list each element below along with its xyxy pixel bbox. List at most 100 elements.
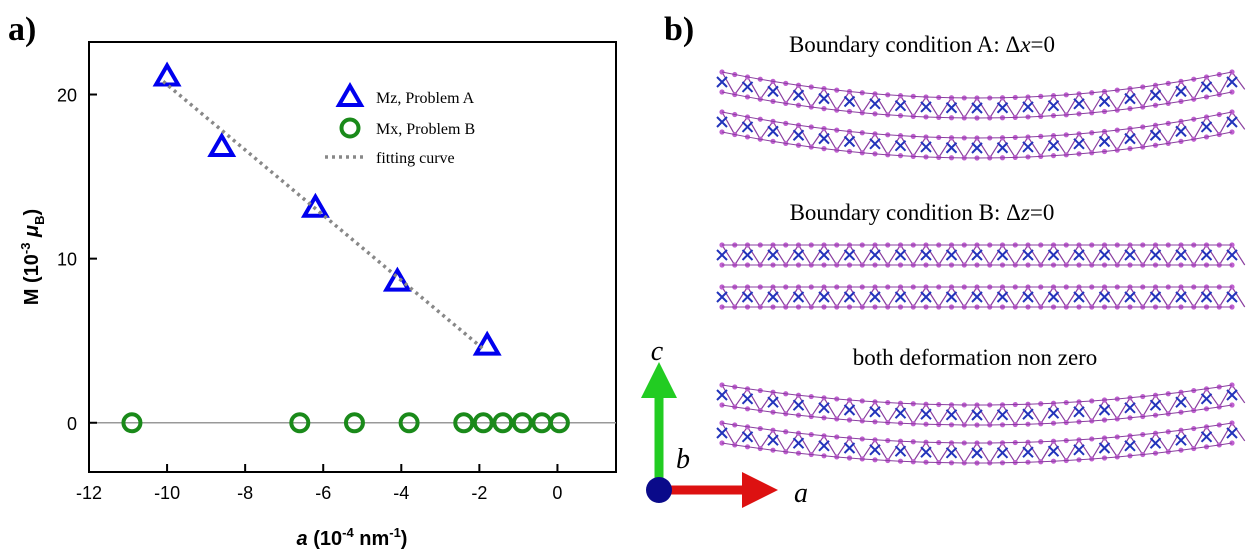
x-tick-label: -2 [471, 483, 487, 503]
metal-atom [1074, 445, 1084, 455]
bond [1041, 403, 1054, 424]
metal-atom [998, 103, 1008, 113]
bond [926, 442, 939, 462]
bond [824, 245, 837, 265]
metal-atom [845, 405, 855, 415]
page: a) b) -12-10-8-6-4-2001020a (10-4 nm-1)M… [0, 0, 1253, 557]
caption-part: Boundary condition B: Δ [790, 200, 1021, 225]
metal-atom [998, 143, 1008, 153]
caption: both deformation non zero [853, 345, 1098, 370]
bond [799, 287, 812, 307]
bond [1219, 245, 1232, 265]
metal-atom [743, 432, 753, 442]
x-tick-label: 0 [552, 483, 562, 503]
bond [913, 245, 926, 265]
bond [1066, 245, 1079, 265]
metal-atom [1125, 403, 1135, 413]
metal-atom [1074, 292, 1084, 302]
bond [964, 98, 977, 118]
metal-atom [947, 292, 957, 302]
bond [939, 245, 952, 265]
caption: Boundary condition B: Δz=0 [790, 200, 1055, 225]
triangle-marker [386, 271, 408, 290]
bond [952, 443, 965, 463]
bond [1079, 287, 1092, 307]
bond [1092, 287, 1105, 307]
bond [1079, 245, 1092, 265]
bond [748, 245, 761, 265]
bond [990, 287, 1003, 307]
metal-atom [743, 250, 753, 260]
metal-atom [1125, 441, 1135, 451]
metal-atom [896, 292, 906, 302]
metal-atom [1176, 126, 1186, 136]
metal-atom [819, 441, 829, 451]
metal-atom [819, 292, 829, 302]
axis-name: b [676, 444, 690, 475]
bond [888, 245, 901, 265]
bond [977, 98, 990, 118]
metal-atom [768, 250, 778, 260]
x-axis-label-part: (10 [308, 528, 342, 550]
metal-atom [921, 447, 931, 457]
caption-part: Boundary condition A: Δ [789, 32, 1020, 57]
bond [862, 402, 875, 421]
bond [1168, 245, 1181, 265]
metal-atom [921, 292, 931, 302]
x-tick-label: -12 [76, 483, 102, 503]
bond [913, 137, 926, 156]
x-axis-label-part: ) [401, 528, 408, 550]
bond [901, 287, 914, 307]
bond [1015, 137, 1028, 157]
bond [1028, 245, 1041, 265]
metal-atom [1227, 428, 1237, 438]
metal-atom [717, 292, 727, 302]
y-axis-label-part: -3 [18, 243, 33, 255]
metal-atom [947, 448, 957, 458]
metal-atom [1202, 292, 1212, 302]
metal-atom [819, 403, 829, 413]
bond [990, 245, 1003, 265]
bond [875, 134, 888, 155]
triangle-marker [211, 136, 233, 155]
bond [926, 287, 939, 307]
metal-atom [947, 250, 957, 260]
metal-atom [845, 292, 855, 302]
metal-atom [998, 250, 1008, 260]
x-axis-label-part: -1 [389, 525, 401, 540]
legend-label: Mx, Problem B [376, 121, 475, 138]
bond [1117, 245, 1130, 265]
y-axis-label: M (10-3 μB) [18, 209, 47, 305]
bond [1041, 96, 1054, 117]
bond [964, 245, 977, 265]
bond [773, 245, 786, 265]
bond [1028, 287, 1041, 307]
bond [964, 138, 977, 158]
bond [913, 442, 926, 462]
metal-atom [845, 250, 855, 260]
bond [722, 287, 735, 307]
metal-atom [870, 407, 880, 417]
bond [875, 402, 888, 423]
bond [1066, 287, 1079, 307]
bond [1015, 442, 1028, 462]
bond [786, 287, 799, 307]
bond [990, 138, 1003, 158]
bond [1003, 138, 1016, 158]
bond [862, 440, 875, 459]
bond [811, 245, 824, 265]
bond [939, 443, 952, 463]
bond [862, 287, 875, 307]
bond [1028, 137, 1041, 156]
metal-atom [1202, 122, 1212, 132]
bond [990, 443, 1003, 463]
metal-atom [1227, 77, 1237, 87]
bond [1105, 287, 1118, 307]
metal-atom [870, 139, 880, 149]
metal-atom [1151, 292, 1161, 302]
bond [1015, 245, 1028, 265]
metal-atom [794, 250, 804, 260]
metal-atom [1100, 443, 1110, 453]
metal-atom [1227, 292, 1237, 302]
metal-atom [972, 448, 982, 458]
